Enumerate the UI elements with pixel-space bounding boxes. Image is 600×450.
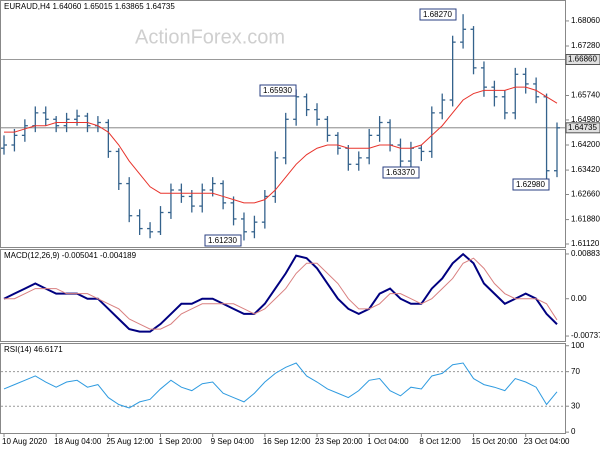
panel-title: RSI(14) 46.6171 — [4, 345, 63, 354]
line — [3, 362, 558, 409]
annotation: 1.68270 — [423, 10, 452, 19]
x-tick-label: 9 Sep 04:00 — [211, 437, 255, 446]
x-tick-label: 1 Oct 04:00 — [367, 437, 409, 446]
annotation-box — [419, 8, 457, 21]
annotation-box — [512, 178, 550, 191]
y-tick-label: 0.008837 — [571, 249, 600, 258]
y-tick-label: 70 — [571, 367, 580, 376]
y-tick-label: 1.61880 — [571, 215, 600, 224]
price-label: 1.66860 — [568, 55, 597, 64]
y-tick-label: 1.63420 — [571, 165, 600, 174]
annotation: 1.65930 — [263, 86, 292, 95]
rsi-panel — [0, 343, 566, 434]
y-tick-label: 1.61120 — [571, 239, 600, 248]
panel-title: EURAUD,H4 1.64060 1.65015 1.63865 1.6473… — [4, 2, 175, 11]
y-tick-label: 100 — [571, 341, 585, 350]
line — [4, 257, 558, 330]
watermark: ActionForex.com — [135, 26, 285, 48]
x-tick-label: 1 Sep 20:00 — [159, 437, 203, 446]
y-tick-label: 1.64980 — [571, 115, 600, 124]
annotation: 1.63370 — [386, 168, 415, 177]
price-label-box — [565, 54, 600, 66]
price-label-box — [565, 122, 600, 134]
y-tick-label: 0 — [571, 427, 576, 436]
annotation-box — [204, 234, 242, 247]
x-tick-label: 16 Sep 12:00 — [263, 437, 311, 446]
line — [4, 86, 558, 204]
x-tick-label: 10 Aug 2020 — [2, 437, 47, 446]
x-tick-label: 23 Sep 20:00 — [315, 437, 363, 446]
x-tick-label: 18 Aug 04:00 — [54, 437, 102, 446]
y-tick-label: 1.68060 — [571, 16, 600, 25]
y-tick-label: 1.64200 — [571, 140, 600, 149]
y-tick-label: 1.65740 — [571, 91, 600, 100]
annotation: 1.61230 — [208, 236, 237, 245]
y-tick-label: -0.00737 — [571, 331, 600, 340]
macd-panel — [0, 249, 566, 342]
y-tick-label: 1.67280 — [571, 41, 600, 50]
y-tick-label: 30 — [571, 401, 580, 410]
x-tick-label: 25 Aug 12:00 — [106, 437, 154, 446]
price-label: 1.64735 — [568, 123, 597, 132]
x-tick-label: 23 Oct 04:00 — [524, 437, 570, 446]
line — [3, 252, 558, 333]
y-tick-label: 1.62660 — [571, 190, 600, 199]
x-tick-label: 8 Oct 12:00 — [419, 437, 461, 446]
panel-title: MACD(12,26,9) -0.005041 -0.004189 — [4, 251, 137, 260]
annotation-box — [382, 166, 420, 179]
x-tick-label: 15 Oct 20:00 — [472, 437, 518, 446]
annotation: 1.62980 — [516, 180, 545, 189]
annotation-box — [259, 84, 297, 97]
y-tick-label: 0.00 — [571, 294, 587, 303]
